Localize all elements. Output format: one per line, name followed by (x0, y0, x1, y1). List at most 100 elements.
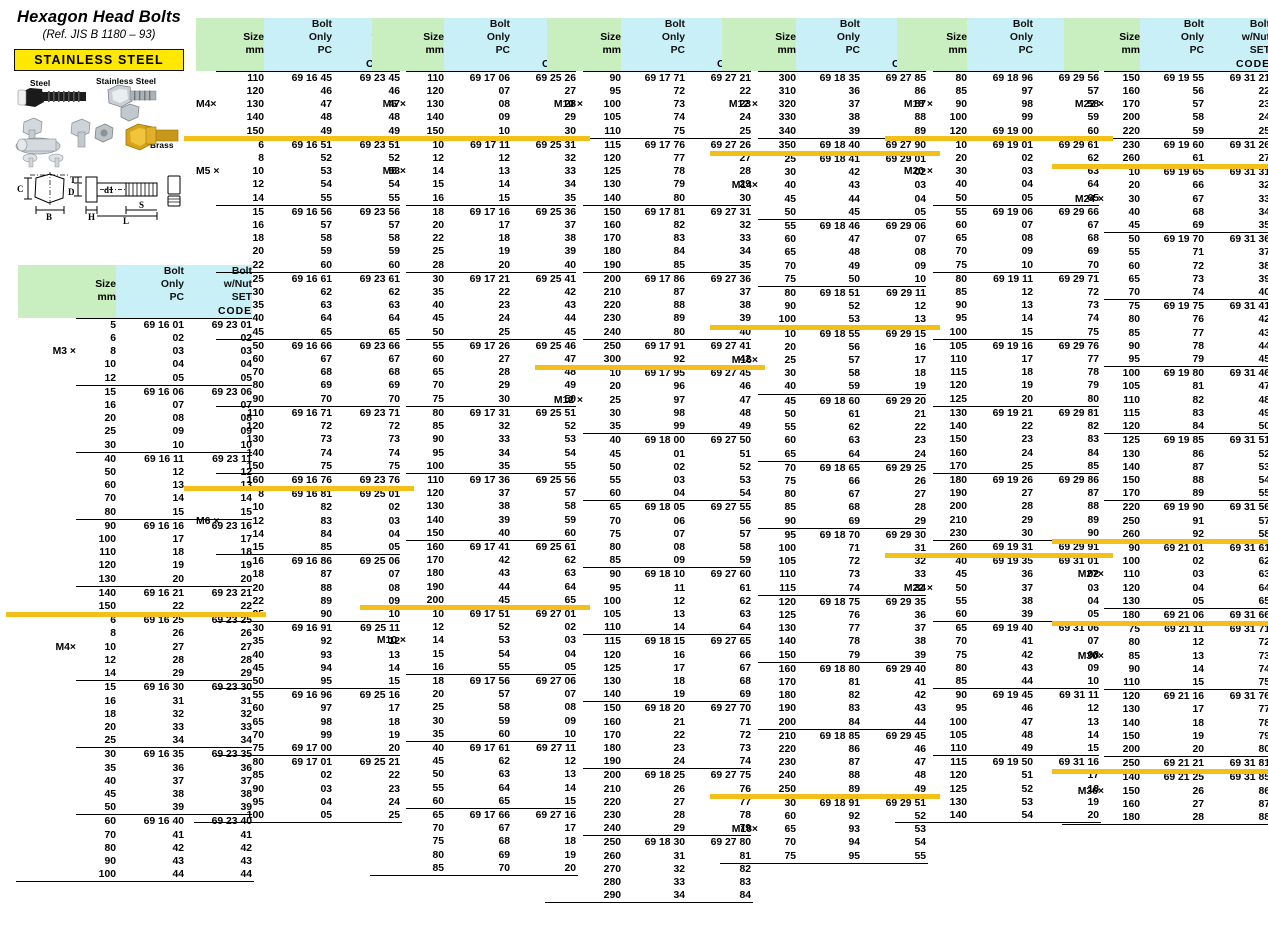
code-set-cell[interactable]: 25 (739, 125, 752, 137)
code-set-cell[interactable]: 72 (1258, 637, 1268, 649)
code-set-cell[interactable]: 55 (564, 460, 577, 472)
code-set-cell[interactable]: 52 (1258, 448, 1268, 460)
code-set-cell[interactable]: 69 31 11 (1033, 688, 1100, 703)
code-pc-cell[interactable]: 48 (848, 247, 861, 259)
table-row[interactable]: 170 22 72 (547, 729, 751, 742)
code-pc-cell[interactable]: 34 (172, 735, 185, 747)
code-pc-cell[interactable]: 69 18 85 (796, 728, 861, 743)
code-pc-cell[interactable]: 69 18 00 (621, 433, 686, 448)
code-pc-cell[interactable]: 02 (172, 333, 185, 345)
code-set-cell[interactable]: 74 (1087, 313, 1100, 325)
code-pc-cell[interactable]: 97 (673, 394, 686, 406)
code-set-cell[interactable]: 18 (914, 368, 927, 380)
code-pc-cell[interactable]: 39 (1021, 608, 1034, 620)
table-row[interactable]: 100 69 19 80 69 31 46 (1064, 366, 1268, 381)
code-set-cell[interactable]: 53 (914, 824, 927, 836)
table-row[interactable]: 8 69 16 81 69 25 01 (196, 487, 401, 502)
code-pc-cell[interactable]: 69 17 36 (444, 472, 511, 488)
code-set-cell[interactable]: 77 (739, 796, 752, 808)
code-set-cell[interactable]: 64 (739, 622, 752, 634)
code-set-cell[interactable]: 38 (914, 636, 927, 648)
code-pc-cell[interactable]: 25 (498, 326, 511, 338)
code-pc-cell[interactable]: 42 (498, 555, 511, 567)
table-row[interactable]: 50 69 16 66 69 23 66 (196, 338, 401, 354)
table-row[interactable]: 20 33 33 (18, 721, 252, 734)
table-row[interactable]: 140 74 74 (196, 447, 400, 460)
code-set-cell[interactable]: 46 (914, 743, 927, 755)
table-row[interactable]: 18 69 17 16 69 25 36 (372, 204, 577, 220)
table-row[interactable]: 70 74 40 (1064, 286, 1268, 300)
code-pc-cell[interactable]: 54 (498, 648, 511, 660)
code-pc-cell[interactable]: 84 (848, 716, 861, 728)
table-row[interactable]: 12 28 28 (18, 654, 252, 667)
table-row[interactable]: 220 59 25 (1064, 125, 1268, 139)
table-row[interactable]: 150 10 30 (372, 125, 576, 139)
code-pc-cell[interactable]: 05 (172, 372, 185, 384)
code-pc-cell[interactable]: 69 19 11 (967, 271, 1034, 287)
code-set-cell[interactable]: 69 27 16 (510, 807, 577, 823)
code-set-cell[interactable]: 60 (1087, 125, 1100, 137)
code-set-cell[interactable]: 54 (564, 447, 577, 459)
code-pc-cell[interactable]: 54 (1021, 809, 1034, 821)
table-row[interactable]: 65 08 68 (897, 232, 1099, 245)
code-set-cell[interactable]: 22 (1258, 86, 1268, 98)
code-set-cell[interactable]: 43 (914, 703, 927, 715)
code-pc-cell[interactable]: 06 (673, 515, 686, 527)
code-pc-cell[interactable]: 18 (673, 675, 686, 687)
code-pc-cell[interactable]: 69 17 21 (444, 271, 511, 287)
code-set-cell[interactable]: 43 (240, 855, 253, 867)
table-row[interactable]: 100 05 25 (196, 809, 400, 822)
table-row[interactable]: 30 62 62 (196, 286, 400, 299)
table-row[interactable]: 70 69 18 65 69 29 25 (722, 460, 927, 475)
code-pc-cell[interactable]: 19 (673, 689, 686, 701)
code-pc-cell[interactable]: 04 (1021, 179, 1034, 191)
code-pc-cell[interactable]: 69 16 30 (116, 680, 185, 695)
table-row[interactable]: 140 69 16 21 69 23 21 (18, 585, 253, 601)
code-pc-cell[interactable]: 69 17 81 (621, 204, 686, 220)
code-pc-cell[interactable]: 03 (172, 346, 185, 358)
code-set-cell[interactable]: 40 (739, 326, 752, 338)
table-row[interactable]: 125 78 28 (547, 165, 751, 178)
code-pc-cell[interactable]: 82 (673, 220, 686, 232)
table-row[interactable]: 85 02 22 (196, 769, 400, 782)
code-set-cell[interactable]: 69 25 16 (332, 688, 401, 703)
table-row[interactable]: 60 47 07 (722, 233, 926, 246)
code-pc-cell[interactable]: 69 18 65 (796, 460, 861, 475)
code-pc-cell[interactable]: 99 (1021, 112, 1034, 124)
code-set-cell[interactable]: 88 (1258, 811, 1268, 823)
code-pc-cell[interactable]: 69 16 45 (264, 70, 333, 86)
code-pc-cell[interactable]: 69 19 80 (1140, 366, 1205, 381)
table-row[interactable]: 150 69 18 20 69 27 70 (547, 701, 752, 716)
table-row[interactable]: 140 18 78 (1064, 717, 1268, 730)
code-pc-cell[interactable]: 89 (320, 595, 333, 607)
code-set-cell[interactable]: 42 (1258, 314, 1268, 326)
code-pc-cell[interactable]: 33 (172, 721, 185, 733)
code-set-cell[interactable]: 04 (240, 359, 253, 371)
table-row[interactable]: 350 69 18 40 69 27 90 (722, 137, 927, 153)
code-set-cell[interactable]: 89 (1087, 514, 1100, 526)
code-pc-cell[interactable]: 61 (1192, 153, 1205, 165)
code-set-cell[interactable]: 35 (739, 259, 752, 271)
code-pc-cell[interactable]: 58 (1192, 112, 1205, 124)
code-pc-cell[interactable]: 61 (848, 408, 861, 420)
code-set-cell[interactable]: 19 (1087, 796, 1100, 808)
code-pc-cell[interactable]: 40 (498, 527, 511, 539)
code-set-cell[interactable]: 44 (564, 313, 577, 325)
table-row[interactable]: 140 09 29 (372, 111, 576, 124)
table-row[interactable]: 85 97 57 (897, 85, 1099, 98)
code-pc-cell[interactable]: 45 (848, 206, 861, 218)
code-set-cell[interactable]: 46 (388, 86, 401, 98)
code-set-cell[interactable]: 69 31 36 (1204, 232, 1268, 247)
table-row[interactable]: 85 44 10 (897, 675, 1099, 689)
code-pc-cell[interactable]: 63 (320, 300, 333, 312)
code-pc-cell[interactable]: 75 (673, 125, 686, 137)
table-row[interactable]: 220 69 19 90 69 31 56 (1064, 500, 1268, 515)
code-set-cell[interactable]: 24 (388, 796, 401, 808)
code-pc-cell[interactable]: 82 (320, 502, 333, 514)
table-row[interactable]: 35 92 12 (196, 635, 400, 648)
code-pc-cell[interactable]: 10 (172, 439, 185, 451)
code-pc-cell[interactable]: 33 (498, 434, 511, 446)
code-pc-cell[interactable]: 72 (848, 556, 861, 568)
table-row[interactable]: 110 18 18 (18, 546, 252, 559)
table-row[interactable]: 95 46 12 (897, 702, 1099, 715)
